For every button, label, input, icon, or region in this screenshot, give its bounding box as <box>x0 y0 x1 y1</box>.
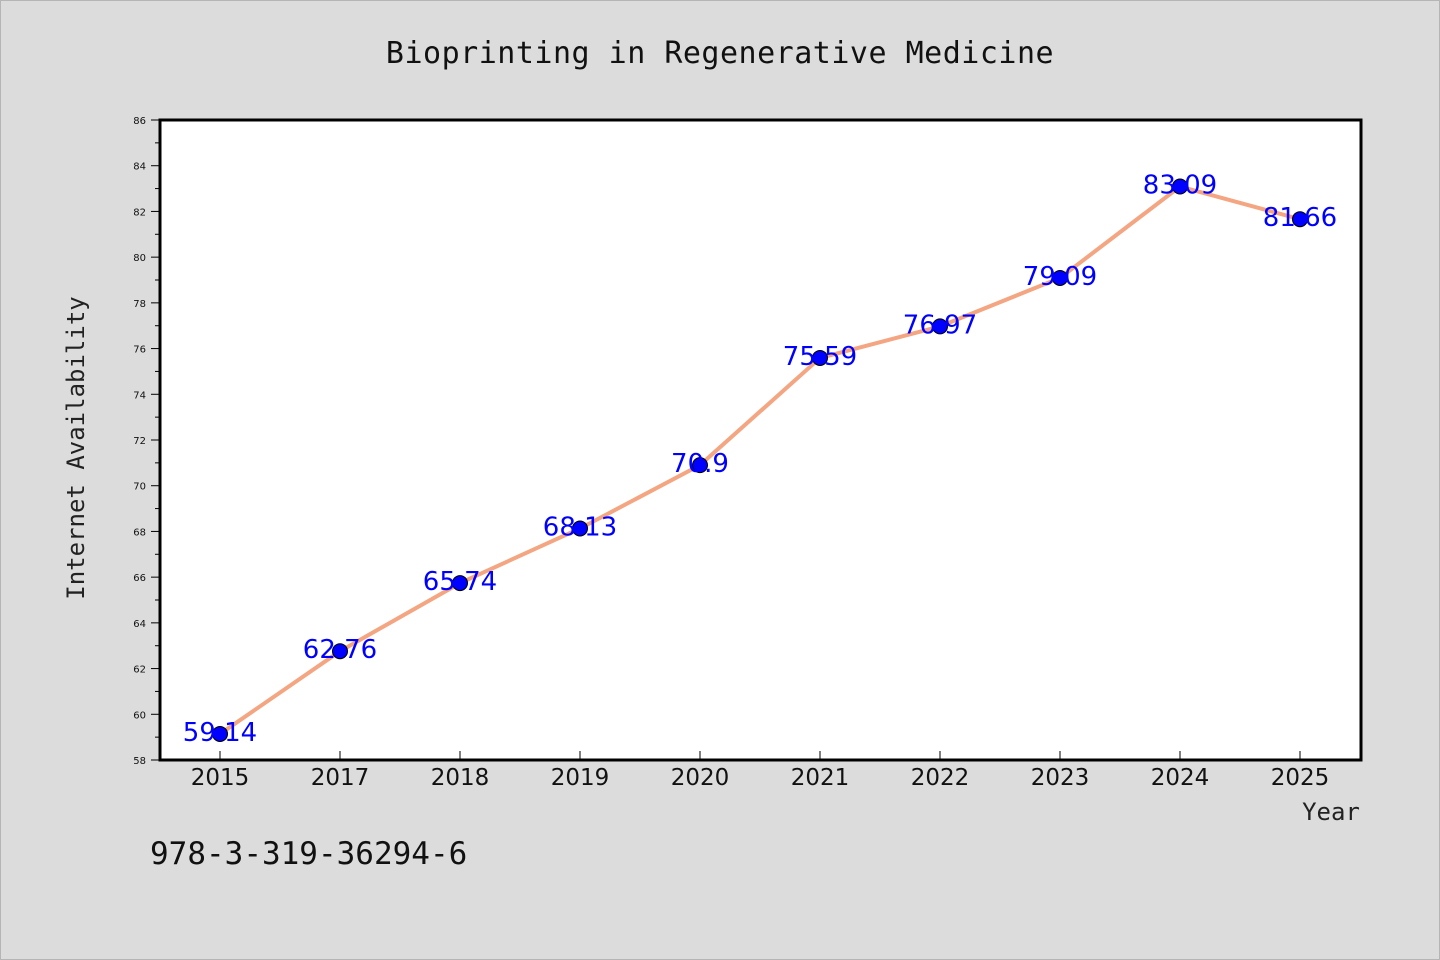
data-point <box>1292 211 1308 228</box>
data-label: 59.14 <box>183 718 257 748</box>
data-label: 62.76 <box>303 635 377 665</box>
x-tick-label: 2017 <box>311 765 370 791</box>
data-label: 79.09 <box>1023 262 1097 292</box>
y-tick-label: 62 <box>133 665 146 676</box>
x-tick-label: 2023 <box>1031 765 1090 791</box>
plot-area <box>158 118 1363 762</box>
data-point <box>332 643 348 660</box>
data-label: 76.97 <box>903 310 977 340</box>
y-tick-label: 78 <box>133 299 146 310</box>
data-label: 65.74 <box>423 567 497 597</box>
data-point <box>572 520 588 537</box>
data-point <box>1172 178 1188 195</box>
data-point <box>212 725 228 742</box>
data-point <box>812 349 828 366</box>
y-tick-label: 66 <box>133 573 146 584</box>
data-point <box>932 318 948 335</box>
y-tick-label: 72 <box>133 436 146 447</box>
series-line-group <box>218 184 1302 736</box>
y-tick-label: 84 <box>133 162 146 173</box>
data-label: 75.59 <box>783 342 857 372</box>
y-tick-label: 76 <box>133 345 146 356</box>
y-tick-label: 86 <box>133 116 146 127</box>
data-label: 68.13 <box>543 512 617 542</box>
y-tick-label: 64 <box>133 619 146 630</box>
y-tick-label: 80 <box>133 253 146 264</box>
x-axis-label: Year <box>1302 798 1360 826</box>
data-label: 83.09 <box>1143 171 1217 201</box>
x-tick-label: 2018 <box>431 765 490 791</box>
isbn-annotation: 978-3-319-36294-6 <box>150 836 467 872</box>
x-tick-label: 2015 <box>191 765 250 791</box>
x-tick-label: 2021 <box>791 765 850 791</box>
y-tick-label: 70 <box>133 482 146 493</box>
y-tick-label: 82 <box>133 207 146 218</box>
x-tick-label: 2024 <box>1151 765 1210 791</box>
x-tick-label: 2020 <box>671 765 730 791</box>
data-label: 81.66 <box>1263 203 1337 233</box>
data-label: 70.9 <box>671 449 729 479</box>
data-point <box>452 575 468 592</box>
data-point <box>692 457 708 474</box>
data-point <box>1052 269 1068 286</box>
chart-title: Bioprinting in Regenerative Medicine <box>386 36 1054 71</box>
x-tick-label: 2019 <box>551 765 610 791</box>
y-tick-label: 58 <box>133 756 146 767</box>
series-line <box>218 184 1302 736</box>
y-axis: 58 60 62 64 66 68 70 72 74 76 78 80 82 84 86 <box>133 116 160 767</box>
x-tick-label: 2025 <box>1271 765 1330 791</box>
y-tick-label: 74 <box>133 390 146 401</box>
x-tick-label: 2022 <box>911 765 970 791</box>
markers-group <box>212 178 1308 742</box>
y-tick-label: 68 <box>133 527 146 538</box>
y-axis-label: Internet Availability <box>62 296 90 599</box>
y-tick-label: 60 <box>133 710 146 721</box>
data-labels-group: 59.14 62.76 65.74 68.13 70.9 75.59 76.97 79.09 8… <box>183 171 1337 748</box>
x-axis: 2015 2017 2018 2019 2020 2021 2022 2023 2024 2025 <box>191 751 1330 791</box>
